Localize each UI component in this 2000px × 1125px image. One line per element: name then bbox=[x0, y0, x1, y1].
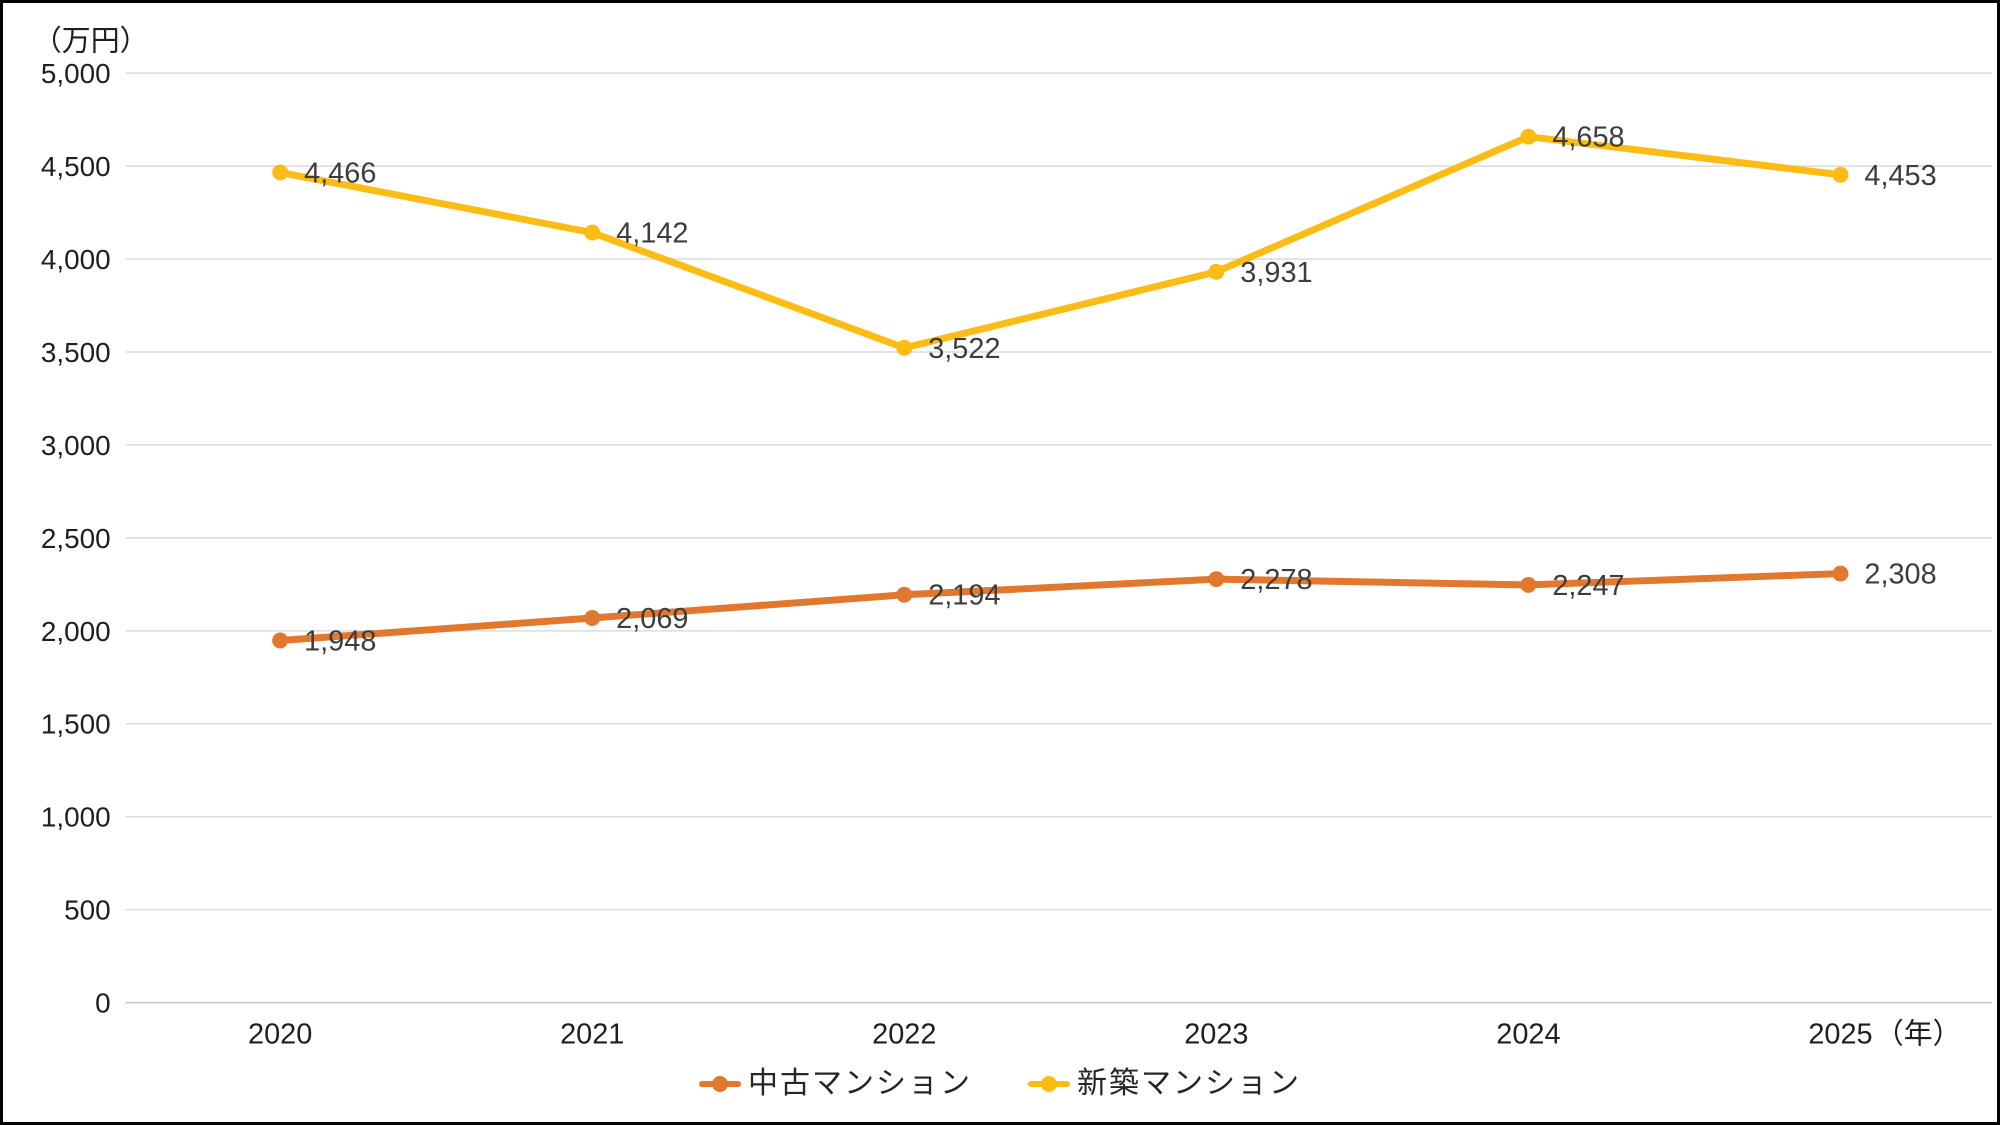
data-point-marker-0-2021 bbox=[584, 610, 601, 626]
legend-line-dot-marker bbox=[699, 1076, 741, 1092]
chart-legend: 中古マンション 新築マンション bbox=[3, 1061, 1997, 1107]
price-trend-line-chart: 0 500 1,000 1,500 2,000 2,500 3,000 3,500 4,000 4… bbox=[33, 26, 1993, 1050]
series-line-0 bbox=[276, 570, 1844, 644]
data-label-0-2022: 2,194 bbox=[928, 580, 1000, 612]
x-tick-label-2023: 2023 bbox=[1184, 1018, 1248, 1050]
data-label-1-2025: 4,453 bbox=[1864, 160, 1936, 192]
y-tick-label-1,000: 1,000 bbox=[41, 802, 111, 833]
legend-item-new-mansion: 新築マンション bbox=[1028, 1069, 1301, 1099]
y-axis-unit-label: （万円） bbox=[33, 26, 149, 58]
x-axis-unit-label: （年） bbox=[1875, 1018, 1962, 1050]
data-point-marker-1-2020 bbox=[272, 164, 289, 181]
data-label-1-2023: 3,931 bbox=[1240, 257, 1312, 289]
x-tick-label-2020: 2020 bbox=[248, 1018, 312, 1050]
data-point-marker-0-2025 bbox=[1832, 565, 1849, 582]
data-point-marker-0-2024 bbox=[1520, 576, 1537, 593]
data-label-0-2021: 2,069 bbox=[616, 603, 688, 635]
legend-dot-icon bbox=[712, 1076, 728, 1092]
data-label-1-2020: 4,466 bbox=[304, 157, 376, 189]
data-label-1-2021: 4,142 bbox=[616, 218, 688, 250]
data-label-0-2024: 2,247 bbox=[1552, 570, 1624, 602]
x-tick-label-2025: 2025 bbox=[1808, 1018, 1872, 1050]
x-tick-label-2022: 2022 bbox=[872, 1018, 936, 1050]
legend-dot-icon bbox=[1041, 1076, 1057, 1092]
y-tick-label-1,500: 1,500 bbox=[41, 709, 111, 740]
legend-label-used-mansion: 中古マンション bbox=[748, 1067, 972, 1100]
data-label-0-2020: 1,948 bbox=[304, 625, 376, 657]
y-tick-label-3,000: 3,000 bbox=[41, 430, 111, 461]
legend-line-dot-marker bbox=[1028, 1076, 1070, 1092]
y-tick-label-2,500: 2,500 bbox=[41, 523, 111, 554]
data-label-1-2022: 3,522 bbox=[928, 333, 1000, 365]
y-tick-label-4,000: 4,000 bbox=[41, 244, 111, 275]
y-tick-label-0: 0 bbox=[95, 988, 111, 1019]
y-tick-label-5,000: 5,000 bbox=[41, 58, 111, 89]
y-tick-label-4,500: 4,500 bbox=[41, 151, 111, 182]
legend-label-new-mansion: 新築マンション bbox=[1077, 1067, 1301, 1100]
data-point-marker-1-2022 bbox=[896, 339, 913, 356]
y-tick-label-3,500: 3,500 bbox=[41, 337, 111, 368]
x-tick-label-2024: 2024 bbox=[1496, 1018, 1560, 1050]
data-point-marker-0-2020 bbox=[272, 632, 289, 649]
data-point-marker-0-2023 bbox=[1208, 571, 1225, 588]
data-label-0-2023: 2,278 bbox=[1240, 564, 1312, 596]
y-tick-label-2,000: 2,000 bbox=[41, 616, 111, 647]
series-line-1 bbox=[276, 133, 1844, 352]
data-point-marker-0-2022 bbox=[896, 586, 913, 603]
data-point-marker-1-2025 bbox=[1832, 166, 1849, 183]
data-point-marker-1-2021 bbox=[584, 224, 601, 241]
x-tick-label-2021: 2021 bbox=[560, 1018, 624, 1050]
legend-item-used-mansion: 中古マンション bbox=[699, 1069, 972, 1099]
y-tick-label-500: 500 bbox=[64, 895, 111, 926]
data-label-1-2024: 4,658 bbox=[1552, 122, 1624, 154]
data-label-0-2025: 2,308 bbox=[1864, 559, 1936, 591]
data-point-marker-1-2024 bbox=[1520, 128, 1537, 145]
data-point-marker-1-2023 bbox=[1208, 263, 1225, 280]
